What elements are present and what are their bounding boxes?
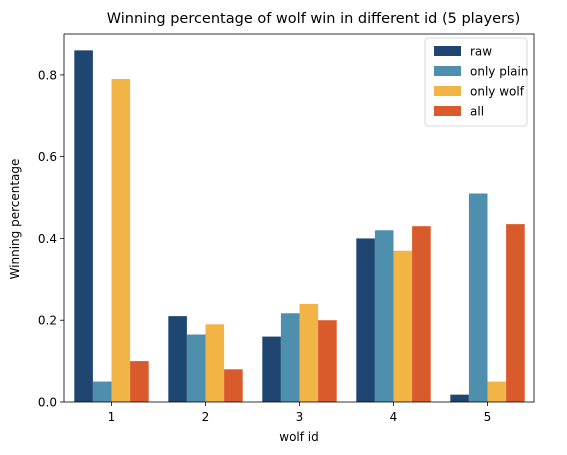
x-tick-label: 4 [390, 410, 398, 424]
legend-label-only-plain: only plain [470, 65, 528, 79]
x-tick-label: 5 [484, 410, 492, 424]
legend-swatch-only-plain [434, 66, 461, 76]
legend-swatch-all [434, 106, 461, 116]
legend-box [424, 37, 528, 127]
bar-all-5 [506, 224, 525, 402]
bar-raw-1 [74, 50, 93, 403]
y-axis-label: Winning percentage [8, 159, 22, 280]
bar-raw-5 [450, 394, 469, 402]
legend: raw only plain only wolf all [424, 37, 528, 127]
bar-all-1 [130, 361, 149, 402]
bar-only-wolf-1 [111, 78, 131, 402]
bar-only-wolf-2 [205, 324, 225, 402]
x-axis: 1 2 3 4 5 [108, 402, 492, 424]
legend-label-only-wolf: only wolf [470, 85, 525, 99]
bar-only-wolf-5 [487, 381, 507, 402]
y-tick-label: 0.4 [38, 232, 57, 246]
y-tick-label: 0.2 [38, 314, 57, 328]
y-tick-label: 0.0 [38, 396, 57, 410]
legend-swatch-raw [434, 46, 461, 56]
legend-label-raw: raw [470, 45, 492, 59]
bar-only-wolf-3 [299, 303, 319, 402]
y-tick-label: 0.6 [38, 150, 57, 164]
bar-only-plain-4 [374, 230, 394, 402]
x-tick-label: 2 [202, 410, 210, 424]
bar-all-4 [412, 226, 431, 402]
bar-all-3 [318, 320, 337, 402]
bars-group [74, 50, 525, 403]
bar-only-plain-5 [468, 193, 488, 402]
plot-frame [63, 33, 535, 403]
bar-raw-2 [168, 316, 187, 402]
legend-label-all: all [470, 105, 484, 119]
x-tick-label: 1 [108, 410, 116, 424]
bar-all-2 [224, 369, 243, 402]
legend-swatch-only-wolf [434, 86, 461, 96]
bar-raw-3 [262, 336, 281, 402]
bar-only-wolf-4 [393, 250, 413, 402]
bar-only-plain-3 [280, 313, 300, 402]
bar-only-plain-1 [92, 381, 112, 402]
y-axis: 0.0 0.2 0.4 0.6 0.8 [38, 68, 64, 410]
x-axis-label: wolf id [279, 430, 318, 444]
bar-raw-4 [356, 238, 375, 402]
x-tick-label: 3 [296, 410, 304, 424]
y-tick-label: 0.8 [38, 68, 57, 82]
chart-title: Winning percentage of wolf win in differ… [107, 11, 521, 27]
bar-only-plain-2 [186, 334, 206, 402]
